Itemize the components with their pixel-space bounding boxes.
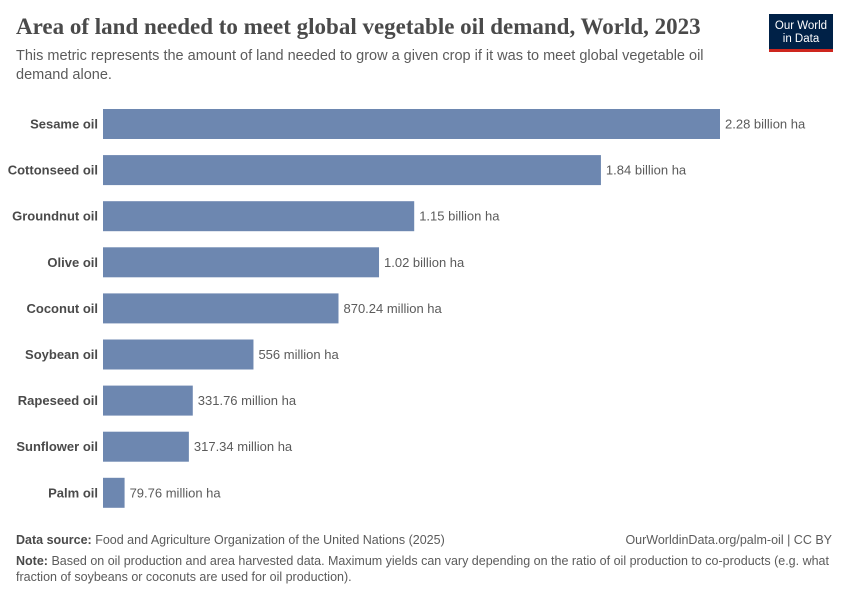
bar[interactable] <box>103 201 415 232</box>
data-label: 870.24 million ha <box>343 301 442 316</box>
bar[interactable] <box>103 477 125 508</box>
data-label: 2.28 billion ha <box>725 117 806 132</box>
category-label: Olive oil <box>47 255 98 270</box>
category-label: Soybean oil <box>25 347 98 362</box>
data-label: 1.15 billion ha <box>419 209 500 224</box>
category-label: Rapeseed oil <box>18 393 98 408</box>
chart-subtitle: This metric represents the amount of lan… <box>16 48 704 83</box>
bar[interactable] <box>103 431 189 462</box>
data-label: 556 million ha <box>258 347 339 362</box>
bar[interactable] <box>103 155 601 186</box>
note: Note: Based on oil production and area h… <box>16 554 829 584</box>
data-source: Data source: Food and Agriculture Organi… <box>16 533 445 547</box>
chart-title: Area of land needed to meet global veget… <box>16 14 701 39</box>
category-label: Sesame oil <box>30 117 98 132</box>
category-label: Coconut oil <box>27 301 99 316</box>
bar[interactable] <box>103 339 254 370</box>
source-url[interactable]: OurWorldinData.org/palm-oil | CC BY <box>625 533 832 547</box>
data-label: 79.76 million ha <box>130 485 222 500</box>
category-label: Cottonseed oil <box>8 163 98 178</box>
logo-text: Our World in Data <box>774 20 828 45</box>
owid-logo[interactable]: Our World in Data <box>769 14 833 52</box>
bar[interactable] <box>103 293 339 324</box>
category-label: Groundnut oil <box>12 209 98 224</box>
data-label: 317.34 million ha <box>194 439 293 454</box>
category-label: Sunflower oil <box>16 439 98 454</box>
bar[interactable] <box>103 247 380 278</box>
category-label: Palm oil <box>48 485 98 500</box>
data-label: 1.02 billion ha <box>384 255 465 270</box>
data-label: 1.84 billion ha <box>606 163 687 178</box>
bar[interactable] <box>103 109 720 139</box>
data-label: 331.76 million ha <box>198 393 297 408</box>
bar[interactable] <box>103 385 193 416</box>
